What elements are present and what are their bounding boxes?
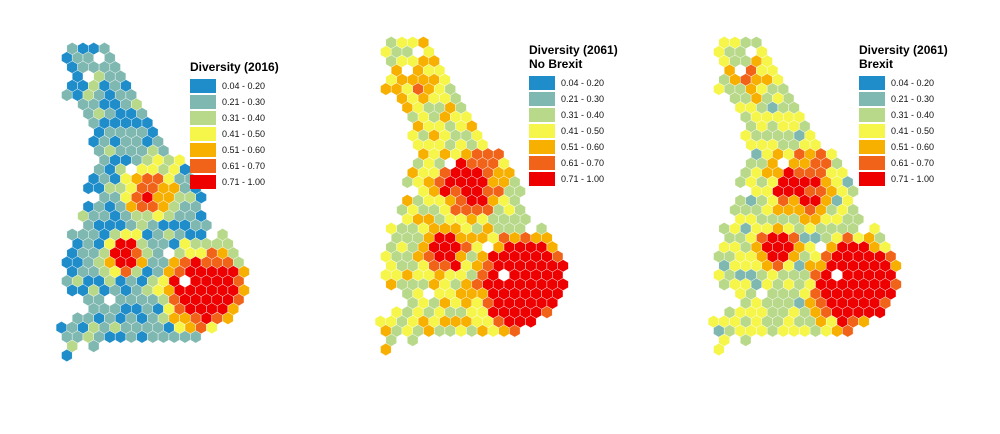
legend-swatch <box>190 143 216 157</box>
legend-label: 0.04 - 0.20 <box>561 78 605 88</box>
legend-item: 0.61 - 0.70 <box>859 155 948 171</box>
legend-swatch <box>859 108 885 122</box>
legend-label: 0.71 - 1.00 <box>222 177 266 187</box>
legend-item: 0.71 - 1.00 <box>190 174 279 190</box>
legend-item: 0.41 - 0.50 <box>190 126 279 142</box>
legend-swatch <box>859 156 885 170</box>
hex-cell <box>61 349 73 362</box>
legend-item: 0.04 - 0.20 <box>190 78 279 94</box>
hex-map-2016 <box>55 42 250 362</box>
hex-cell <box>525 315 537 329</box>
hex-cell <box>874 305 886 319</box>
legend-swatch <box>529 172 555 186</box>
map-panel-2061-brexit: Diversity (2061) Brexit 0.04 - 0.20 0.21 … <box>666 0 999 434</box>
legend-label: 0.04 - 0.20 <box>891 78 935 88</box>
hex-cell <box>407 333 419 347</box>
legend-label: 0.71 - 1.00 <box>561 174 605 184</box>
legend-2016: Diversity (2016) 0.04 - 0.20 0.21 - 0.30 0… <box>190 60 279 190</box>
map-title: Diversity (2061) <box>529 43 618 57</box>
hex-map-2061-no-brexit <box>374 36 569 356</box>
legend-label: 0.31 - 0.40 <box>222 113 266 123</box>
legend-item: 0.04 - 0.20 <box>529 75 618 91</box>
hex-cell <box>190 330 202 344</box>
legend-label: 0.51 - 0.60 <box>222 145 266 155</box>
hex-cell <box>541 305 553 319</box>
legend-swatch <box>859 92 885 106</box>
legend-swatch <box>190 127 216 141</box>
legend-swatch <box>529 92 555 106</box>
hex-cell <box>206 321 218 335</box>
hex-cell <box>713 343 725 356</box>
legend-label: 0.04 - 0.20 <box>222 81 266 91</box>
legend-rows: 0.04 - 0.20 0.21 - 0.30 0.31 - 0.40 0.41 - … <box>859 75 948 187</box>
legend-swatch <box>190 159 216 173</box>
hex-cell <box>222 311 234 325</box>
legend-item: 0.51 - 0.60 <box>190 142 279 158</box>
legend-swatch <box>529 76 555 90</box>
legend-item: 0.71 - 1.00 <box>859 171 948 187</box>
hex-cell <box>740 333 752 347</box>
legend-label: 0.41 - 0.50 <box>891 126 935 136</box>
legend-rows: 0.04 - 0.20 0.21 - 0.30 0.31 - 0.40 0.41 - … <box>190 78 279 190</box>
legend-swatch <box>529 124 555 138</box>
legend-swatch <box>190 95 216 109</box>
legend-title: Diversity (2016) <box>190 60 279 74</box>
hex-cell <box>509 324 521 338</box>
map-panel-2061-no-brexit: Diversity (2061) No Brexit 0.04 - 0.20 0.… <box>333 0 666 434</box>
legend-label: 0.31 - 0.40 <box>561 110 605 120</box>
legend-label: 0.31 - 0.40 <box>891 110 935 120</box>
legend-item: 0.41 - 0.50 <box>529 123 618 139</box>
legend-swatch <box>190 111 216 125</box>
legend-label: 0.41 - 0.50 <box>561 126 605 136</box>
legend-item: 0.61 - 0.70 <box>190 158 279 174</box>
map-title: Diversity (2016) <box>190 60 279 74</box>
legend-item: 0.51 - 0.60 <box>529 139 618 155</box>
hex-cell <box>380 343 392 356</box>
legend-item: 0.31 - 0.40 <box>859 107 948 123</box>
legend-label: 0.61 - 0.70 <box>561 158 605 168</box>
map-subtitle: No Brexit <box>529 57 583 71</box>
legend-2061-no-brexit: Diversity (2061) No Brexit 0.04 - 0.20 0.… <box>529 43 618 187</box>
legend-item: 0.61 - 0.70 <box>529 155 618 171</box>
legend-item: 0.31 - 0.40 <box>529 107 618 123</box>
hex-cell <box>858 315 870 329</box>
legend-item: 0.21 - 0.30 <box>190 94 279 110</box>
legend-item: 0.04 - 0.20 <box>859 75 948 91</box>
hex-cell <box>88 339 100 353</box>
legend-label: 0.71 - 1.00 <box>891 174 935 184</box>
legend-swatch <box>859 140 885 154</box>
legend-swatch <box>859 76 885 90</box>
legend-title: Diversity (2061) No Brexit <box>529 43 618 71</box>
legend-item: 0.31 - 0.40 <box>190 110 279 126</box>
legend-label: 0.51 - 0.60 <box>561 142 605 152</box>
legend-item: 0.41 - 0.50 <box>859 123 948 139</box>
legend-title: Diversity (2061) Brexit <box>859 43 948 71</box>
legend-item: 0.51 - 0.60 <box>859 139 948 155</box>
legend-swatch <box>529 108 555 122</box>
legend-label: 0.41 - 0.50 <box>222 129 266 139</box>
map-subtitle: Brexit <box>859 57 894 71</box>
legend-label: 0.21 - 0.30 <box>891 94 935 104</box>
legend-label: 0.21 - 0.30 <box>222 97 266 107</box>
legend-item: 0.21 - 0.30 <box>529 91 618 107</box>
legend-label: 0.61 - 0.70 <box>222 161 266 171</box>
legend-item: 0.21 - 0.30 <box>859 91 948 107</box>
legend-rows: 0.04 - 0.20 0.21 - 0.30 0.31 - 0.40 0.41 - … <box>529 75 618 187</box>
legend-label: 0.61 - 0.70 <box>891 158 935 168</box>
legend-item: 0.71 - 1.00 <box>529 171 618 187</box>
hex-map-2061-brexit <box>707 36 902 356</box>
legend-label: 0.51 - 0.60 <box>891 142 935 152</box>
legend-swatch <box>859 172 885 186</box>
map-panel-2016: Diversity (2016) 0.04 - 0.20 0.21 - 0.30 0… <box>0 0 333 434</box>
legend-swatch <box>859 124 885 138</box>
legend-label: 0.21 - 0.30 <box>561 94 605 104</box>
hex-cell <box>842 324 854 338</box>
legend-swatch <box>529 140 555 154</box>
map-title: Diversity (2061) <box>859 43 948 57</box>
legend-2061-brexit: Diversity (2061) Brexit 0.04 - 0.20 0.21 … <box>859 43 948 187</box>
legend-swatch <box>190 79 216 93</box>
legend-swatch <box>529 156 555 170</box>
legend-swatch <box>190 175 216 189</box>
